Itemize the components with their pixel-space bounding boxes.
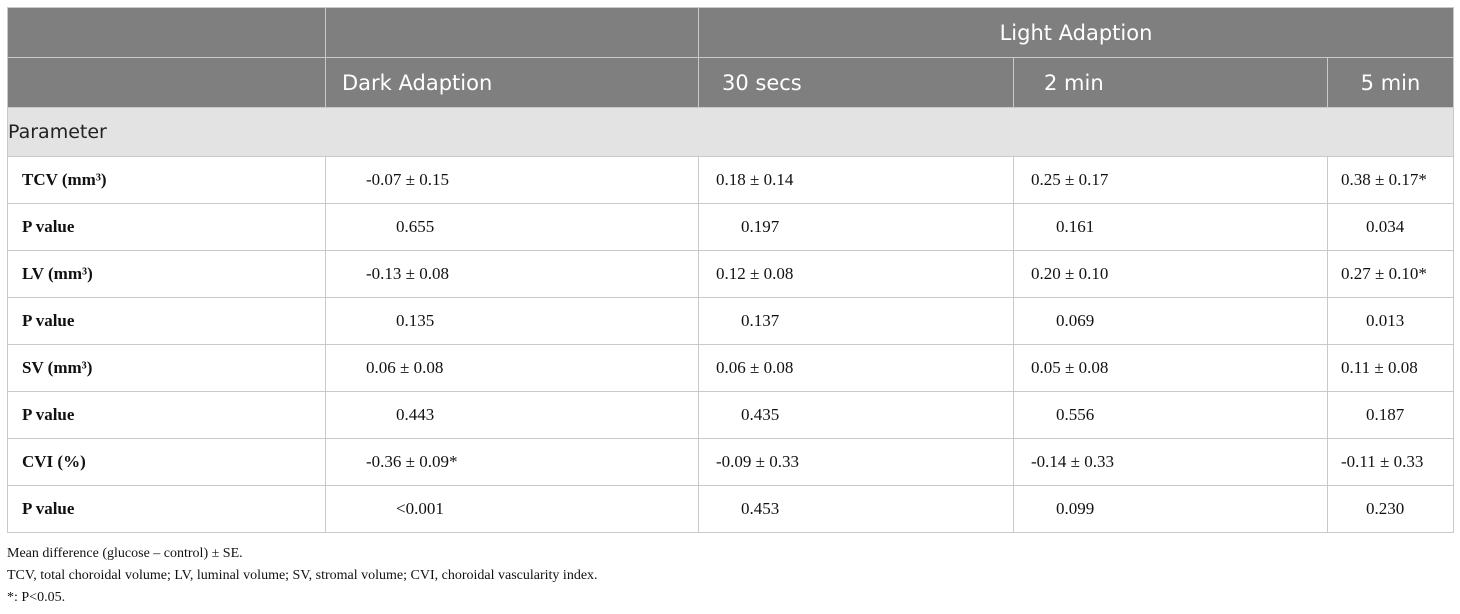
value-cell: 0.013 [1327, 297, 1454, 345]
column-header-dark-adaption: Dark Adaption [325, 57, 699, 108]
row-label: P value [7, 391, 326, 439]
row-label: CVI (%) [7, 438, 326, 486]
table-row: TCV (mm³) -0.07 ± 0.15 0.18 ± 0.14 0.25 ± 0… [7, 156, 1454, 204]
header-blank-cell [7, 7, 326, 58]
value-cell: 0.12 ± 0.08 [698, 250, 1014, 298]
column-header-30-secs: 30 secs [698, 57, 1014, 108]
row-label: LV (mm³) [7, 250, 326, 298]
value-cell: -0.11 ± 0.33 [1327, 438, 1454, 486]
value-cell: 0.27 ± 0.10* [1327, 250, 1454, 298]
value-cell: -0.09 ± 0.33 [698, 438, 1014, 486]
value-cell: 0.161 [1013, 203, 1328, 251]
header-row-group: Light Adaption [7, 7, 1454, 58]
value-cell: 0.197 [698, 203, 1014, 251]
value-cell: 0.06 ± 0.08 [698, 344, 1014, 392]
value-cell: 0.187 [1327, 391, 1454, 439]
value-cell: -0.13 ± 0.08 [325, 250, 699, 298]
header-blank-cell [325, 7, 699, 58]
value-cell: 0.453 [698, 485, 1014, 533]
row-label: P value [7, 485, 326, 533]
row-label: P value [7, 297, 326, 345]
value-cell: -0.07 ± 0.15 [325, 156, 699, 204]
value-cell: 0.655 [325, 203, 699, 251]
table-row: P value 0.443 0.435 0.556 0.187 [7, 391, 1454, 439]
table-row: P value 0.135 0.137 0.069 0.013 [7, 297, 1454, 345]
column-header-5-min: 5 min [1327, 57, 1454, 108]
header-blank-cell [7, 57, 326, 108]
value-cell: 0.20 ± 0.10 [1013, 250, 1328, 298]
column-header-2-min: 2 min [1013, 57, 1328, 108]
value-cell: 0.034 [1327, 203, 1454, 251]
footnote-mean-difference: Mean difference (glucose – control) ± SE… [7, 546, 243, 561]
light-adaption-header: Light Adaption [698, 7, 1454, 58]
row-label: TCV (mm³) [7, 156, 326, 204]
value-cell: 0.435 [698, 391, 1014, 439]
row-label: P value [7, 203, 326, 251]
table-body: TCV (mm³) -0.07 ± 0.15 0.18 ± 0.14 0.25 ± 0… [7, 156, 1454, 533]
table-row: CVI (%) -0.36 ± 0.09* -0.09 ± 0.33 -0.14 ± … [7, 438, 1454, 486]
value-cell: 0.18 ± 0.14 [698, 156, 1014, 204]
section-row: Parameter [7, 107, 1454, 157]
value-cell: 0.11 ± 0.08 [1327, 344, 1454, 392]
value-cell: 0.137 [698, 297, 1014, 345]
section-label-parameter: Parameter [7, 107, 1454, 157]
footnote-significance: *: P<0.05. [7, 590, 66, 605]
value-cell: -0.14 ± 0.33 [1013, 438, 1328, 486]
footnote-abbreviations: TCV, total choroidal volume; LV, luminal… [7, 568, 598, 583]
value-cell: 0.556 [1013, 391, 1328, 439]
value-cell: 0.05 ± 0.08 [1013, 344, 1328, 392]
value-cell: 0.25 ± 0.17 [1013, 156, 1328, 204]
value-cell: <0.001 [325, 485, 699, 533]
table-row: LV (mm³) -0.13 ± 0.08 0.12 ± 0.08 0.20 ± 0.… [7, 250, 1454, 298]
table-row: SV (mm³) 0.06 ± 0.08 0.06 ± 0.08 0.05 ± 0.0… [7, 344, 1454, 392]
table-row: P value <0.001 0.453 0.099 0.230 [7, 485, 1454, 533]
table-footnotes: Mean difference (glucose – control) ± SE… [7, 543, 598, 609]
value-cell: 0.38 ± 0.17* [1327, 156, 1454, 204]
row-label: SV (mm³) [7, 344, 326, 392]
value-cell: 0.069 [1013, 297, 1328, 345]
value-cell: 0.099 [1013, 485, 1328, 533]
value-cell: -0.36 ± 0.09* [325, 438, 699, 486]
value-cell: 0.06 ± 0.08 [325, 344, 699, 392]
header-row-columns: Dark Adaption 30 secs 2 min 5 min [7, 57, 1454, 108]
results-table-container: Light Adaption Dark Adaption 30 secs 2 m… [7, 7, 1454, 533]
value-cell: 0.135 [325, 297, 699, 345]
value-cell: 0.230 [1327, 485, 1454, 533]
results-table: Light Adaption Dark Adaption 30 secs 2 m… [7, 7, 1454, 533]
value-cell: 0.443 [325, 391, 699, 439]
table-row: P value 0.655 0.197 0.161 0.034 [7, 203, 1454, 251]
